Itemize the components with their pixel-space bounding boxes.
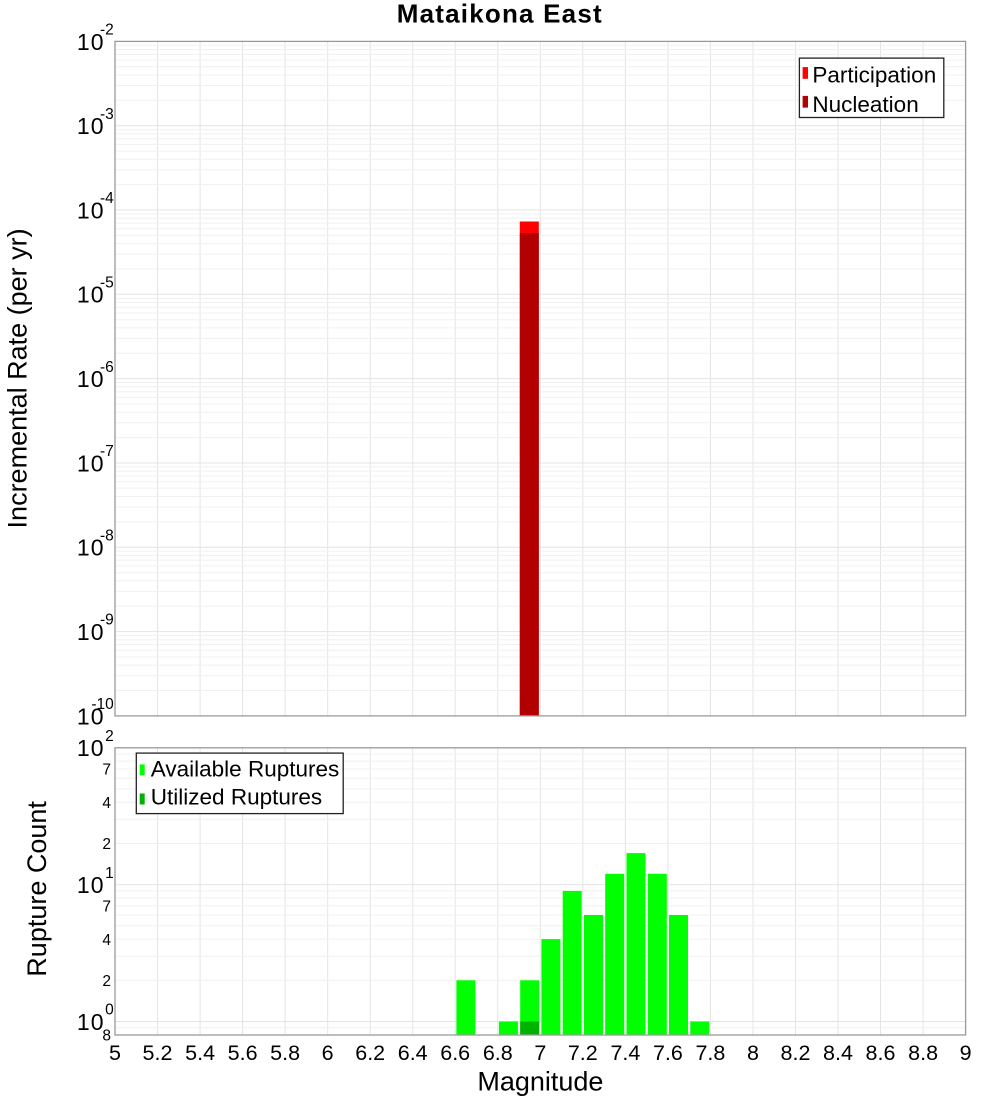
svg-text:5.2: 5.2: [143, 1041, 173, 1065]
svg-text:5: 5: [109, 1041, 121, 1065]
svg-text:10: 10: [77, 872, 105, 898]
svg-text:5.4: 5.4: [185, 1041, 215, 1065]
svg-text:7.4: 7.4: [610, 1041, 640, 1065]
svg-text:7.8: 7.8: [695, 1041, 725, 1065]
svg-text:-5: -5: [100, 274, 114, 291]
svg-text:6.6: 6.6: [440, 1041, 470, 1065]
svg-text:0: 0: [105, 1002, 114, 1019]
svg-text:10: 10: [77, 113, 105, 139]
svg-text:10: 10: [77, 197, 105, 223]
svg-text:-9: -9: [100, 612, 114, 629]
svg-text:Mataikona East: Mataikona East: [397, 0, 603, 29]
svg-text:10: 10: [77, 703, 105, 729]
svg-text:4: 4: [102, 932, 111, 949]
svg-text:10: 10: [77, 735, 105, 761]
svg-text:2: 2: [102, 836, 111, 853]
svg-text:8: 8: [747, 1041, 759, 1065]
svg-text:10: 10: [77, 1009, 105, 1035]
svg-text:Rupture Count: Rupture Count: [22, 801, 52, 977]
svg-text:7.6: 7.6: [653, 1041, 683, 1065]
svg-text:Magnitude: Magnitude: [477, 1067, 603, 1097]
svg-text:2: 2: [102, 973, 111, 990]
svg-text:6: 6: [322, 1041, 334, 1065]
svg-text:Nucleation: Nucleation: [812, 92, 918, 117]
svg-text:Utilized Ruptures: Utilized Ruptures: [151, 784, 322, 809]
svg-text:6.2: 6.2: [355, 1041, 385, 1065]
svg-text:8.2: 8.2: [781, 1041, 811, 1065]
svg-text:Incremental Rate (per yr): Incremental Rate (per yr): [3, 228, 33, 528]
svg-text:10: 10: [77, 450, 105, 476]
svg-text:1: 1: [105, 865, 114, 882]
svg-text:10: 10: [77, 366, 105, 392]
svg-text:10: 10: [77, 282, 105, 308]
svg-text:5.6: 5.6: [228, 1041, 258, 1065]
svg-text:-8: -8: [100, 527, 114, 544]
svg-text:5.8: 5.8: [270, 1041, 300, 1065]
svg-text:4: 4: [102, 795, 111, 812]
svg-text:2: 2: [105, 728, 114, 745]
svg-text:-4: -4: [100, 190, 114, 207]
svg-text:Participation: Participation: [812, 62, 936, 87]
svg-text:-2: -2: [100, 22, 114, 39]
svg-text:-7: -7: [100, 443, 114, 460]
svg-text:8.6: 8.6: [866, 1041, 896, 1065]
svg-text:6.4: 6.4: [398, 1041, 428, 1065]
svg-text:9: 9: [960, 1041, 972, 1065]
svg-text:8.8: 8.8: [908, 1041, 938, 1065]
svg-text:7: 7: [102, 899, 111, 916]
svg-text:6.8: 6.8: [483, 1041, 513, 1065]
svg-text:-3: -3: [100, 106, 114, 123]
svg-text:7: 7: [102, 762, 111, 779]
svg-text:Available Ruptures: Available Ruptures: [151, 757, 339, 782]
svg-text:10: 10: [77, 619, 105, 645]
svg-text:7.2: 7.2: [568, 1041, 598, 1065]
svg-text:-10: -10: [91, 696, 114, 713]
svg-text:10: 10: [77, 29, 105, 55]
svg-text:8: 8: [102, 1028, 111, 1045]
svg-text:8.4: 8.4: [823, 1041, 853, 1065]
svg-text:7: 7: [534, 1041, 546, 1065]
svg-text:-6: -6: [100, 359, 114, 376]
svg-text:10: 10: [77, 535, 105, 561]
